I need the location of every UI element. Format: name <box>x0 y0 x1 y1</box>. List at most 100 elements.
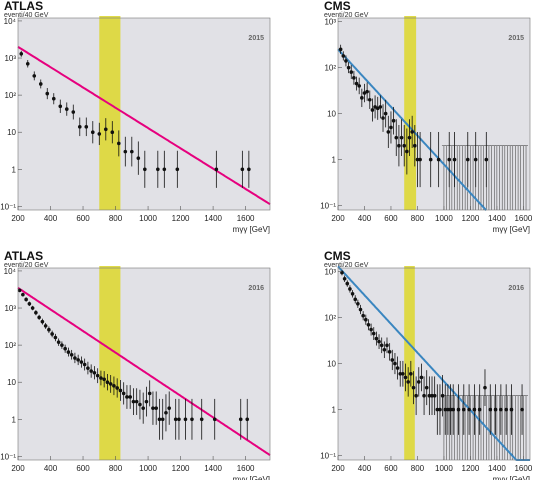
data-point <box>84 124 89 129</box>
data-point <box>151 406 155 410</box>
data-point <box>348 287 352 291</box>
data-point <box>53 335 58 340</box>
data-point <box>354 81 359 86</box>
year-label: 2015 <box>248 35 264 42</box>
data-point <box>167 406 171 410</box>
data-point <box>25 61 30 66</box>
data-point <box>66 350 71 354</box>
y-tick-label: 10³ <box>324 268 336 277</box>
data-point <box>366 322 371 327</box>
experiment-label: CMS <box>324 0 351 13</box>
data-point <box>123 149 128 154</box>
data-point <box>199 417 204 422</box>
y-tick-label: 10² <box>324 64 336 73</box>
y-tick-label: 10³ <box>4 54 16 63</box>
data-point <box>173 417 178 422</box>
x-tick-label: 200 <box>331 464 345 473</box>
y-tick-label: 10 <box>327 110 336 119</box>
data-point <box>121 391 126 396</box>
y-tick-label: 10 <box>327 360 336 369</box>
data-point <box>422 393 426 398</box>
data-point <box>509 407 514 412</box>
data-point <box>443 407 448 412</box>
data-point <box>108 382 113 386</box>
data-point <box>456 407 461 412</box>
data-point <box>27 302 32 306</box>
data-point <box>95 373 100 378</box>
experiment-label: ATLAS <box>4 249 43 263</box>
x-tick-label: 1200 <box>462 214 480 223</box>
x-tick-label: 1600 <box>514 464 532 473</box>
data-point <box>154 406 158 410</box>
data-point <box>34 310 38 315</box>
data-point <box>164 410 168 415</box>
plot-frame <box>17 267 271 461</box>
data-point <box>45 91 50 96</box>
data-point <box>438 407 442 412</box>
data-point <box>353 297 358 302</box>
data-point <box>419 375 424 380</box>
data-point <box>360 96 364 100</box>
x-tick-label: 1600 <box>237 464 255 473</box>
data-point <box>247 167 251 172</box>
data-point <box>397 143 401 148</box>
data-point <box>60 343 64 347</box>
unit-label: eventi/20 GeV <box>4 262 49 269</box>
x-tick-label: 1400 <box>488 214 506 223</box>
x-axis-label: mγγ [GeV] <box>233 475 270 480</box>
x-tick-label: 1600 <box>514 214 532 223</box>
y-tick-label: 10⁴ <box>4 267 17 276</box>
data-point <box>371 331 376 336</box>
data-point <box>24 297 28 302</box>
data-point <box>240 167 245 172</box>
data-point <box>143 167 147 172</box>
data-point <box>76 358 80 362</box>
data-point <box>17 288 22 293</box>
data-point <box>373 105 377 109</box>
data-point <box>484 157 489 162</box>
data-point <box>130 149 134 154</box>
data-point <box>56 340 61 344</box>
data-point <box>90 130 95 135</box>
data-point <box>245 417 250 422</box>
x-tick-label: 1400 <box>488 464 506 473</box>
data-point <box>47 327 51 332</box>
y-tick-label: 10 <box>7 378 16 387</box>
data-point <box>440 393 445 398</box>
excess-band <box>99 16 121 210</box>
experiment-label: CMS <box>324 249 351 263</box>
data-point <box>63 346 67 351</box>
data-point <box>413 143 417 148</box>
data-point <box>73 356 77 360</box>
data-point <box>427 393 432 398</box>
data-point <box>212 417 217 422</box>
data-point <box>364 317 368 322</box>
data-point <box>175 167 180 172</box>
data-point <box>447 157 452 162</box>
data-point <box>403 375 408 380</box>
data-point <box>102 377 106 382</box>
data-point <box>451 407 456 412</box>
x-tick-label: 800 <box>411 214 425 223</box>
year-label: 2016 <box>248 285 264 292</box>
x-tick-label: 1400 <box>204 214 222 223</box>
data-point <box>418 157 422 162</box>
data-point <box>386 130 391 134</box>
data-point <box>370 108 375 112</box>
y-tick-label: 10² <box>324 314 336 323</box>
data-point <box>394 135 399 140</box>
data-point <box>415 157 420 162</box>
data-point <box>398 371 403 376</box>
data-point <box>40 319 45 324</box>
x-axis-label: mγγ [GeV] <box>493 475 530 480</box>
data-point <box>407 135 412 140</box>
data-point <box>416 380 421 384</box>
data-point <box>19 52 24 56</box>
x-axis-label: mγγ [GeV] <box>493 225 530 234</box>
y-tick-label: 10⁴ <box>4 17 17 26</box>
plot-frame <box>17 17 271 211</box>
data-point <box>356 301 360 306</box>
x-tick-label: 400 <box>44 214 58 223</box>
x-tick-label: 600 <box>384 464 398 473</box>
data-point <box>103 127 108 132</box>
